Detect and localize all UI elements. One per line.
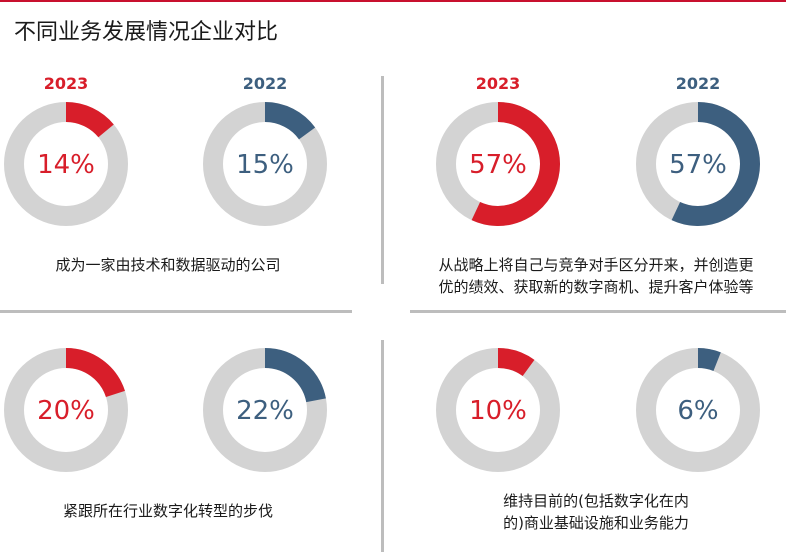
donut-track: [636, 348, 760, 472]
donut-chart-2022: 6%: [634, 346, 762, 474]
horizontal-divider-right: [410, 310, 786, 313]
donut-chart-2023: 20%: [2, 346, 130, 474]
donut-value-label: 6%: [677, 396, 718, 426]
donut-chart-2023: 14%: [2, 100, 130, 228]
donut-slice-2023: [497, 348, 535, 377]
donut-slice-2023: [65, 102, 114, 138]
horizontal-divider-left: [0, 310, 352, 313]
caption-line: 紧跟所在行业数字化转型的步伐: [62, 502, 273, 520]
donut-value-label: 22%: [236, 396, 294, 426]
donut-value-label: 57%: [469, 150, 527, 180]
donut-value-label: 20%: [37, 396, 95, 426]
year-label-2023: 2023: [475, 74, 521, 93]
year-label-2022: 2022: [675, 74, 721, 93]
page-title: 不同业务发展情况企业对比: [14, 20, 279, 45]
donut-svg: 20%: [4, 348, 128, 472]
caption-line: 成为一家由技术和数据驱动的公司: [55, 256, 281, 274]
panel-caption: 成为一家由技术和数据驱动的公司: [0, 254, 358, 276]
donut-chart-2022: 22%: [201, 346, 329, 474]
caption-line: 从战略上将自己与竞争对手区分开来，并创造更: [438, 256, 754, 274]
donut-value-label: 14%: [37, 150, 95, 180]
panel-caption: 从战略上将自己与竞争对手区分开来，并创造更 优的绩效、获取新的数字商机、提升客户体…: [406, 254, 786, 298]
donut-svg: 10%: [436, 348, 560, 472]
caption-line: 维持目前的(包括数字化在内: [503, 492, 689, 510]
donut-svg: 6%: [636, 348, 760, 472]
caption-line: 优的绩效、获取新的数字商机、提升客户体验等: [438, 278, 754, 296]
donut-value-label: 15%: [236, 150, 294, 180]
donut-slice-2022: [671, 102, 760, 226]
donut-slice-2022: [697, 348, 721, 372]
donut-value-label: 10%: [469, 396, 527, 426]
donut-slice-2022: [264, 102, 316, 140]
donut-svg: 57%: [436, 102, 560, 226]
donut-slice-2023: [65, 348, 125, 398]
year-label-2022: 2022: [242, 74, 288, 93]
donut-chart-2022: 15%: [201, 100, 329, 228]
donut-svg: 15%: [203, 102, 327, 226]
donut-svg: 14%: [4, 102, 128, 226]
donut-svg: 57%: [636, 102, 760, 226]
donut-slice-2022: [264, 348, 326, 403]
top-accent-rule: [0, 0, 786, 2]
donut-chart-2023: 57%: [434, 100, 562, 228]
panel-caption: 维持目前的(包括数字化在内 的)商业基础设施和业务能力: [406, 490, 786, 534]
donut-svg: 22%: [203, 348, 327, 472]
panel-caption: 紧跟所在行业数字化转型的步伐: [0, 500, 358, 522]
donut-chart-2022: 57%: [634, 100, 762, 228]
donut-value-label: 57%: [669, 150, 727, 180]
vertical-divider-top: [381, 76, 384, 284]
year-label-2023: 2023: [43, 74, 89, 93]
caption-line: 的)商业基础设施和业务能力: [503, 514, 689, 532]
donut-slice-2023: [471, 102, 560, 226]
vertical-divider-bottom: [381, 340, 384, 552]
donut-chart-2023: 10%: [434, 346, 562, 474]
